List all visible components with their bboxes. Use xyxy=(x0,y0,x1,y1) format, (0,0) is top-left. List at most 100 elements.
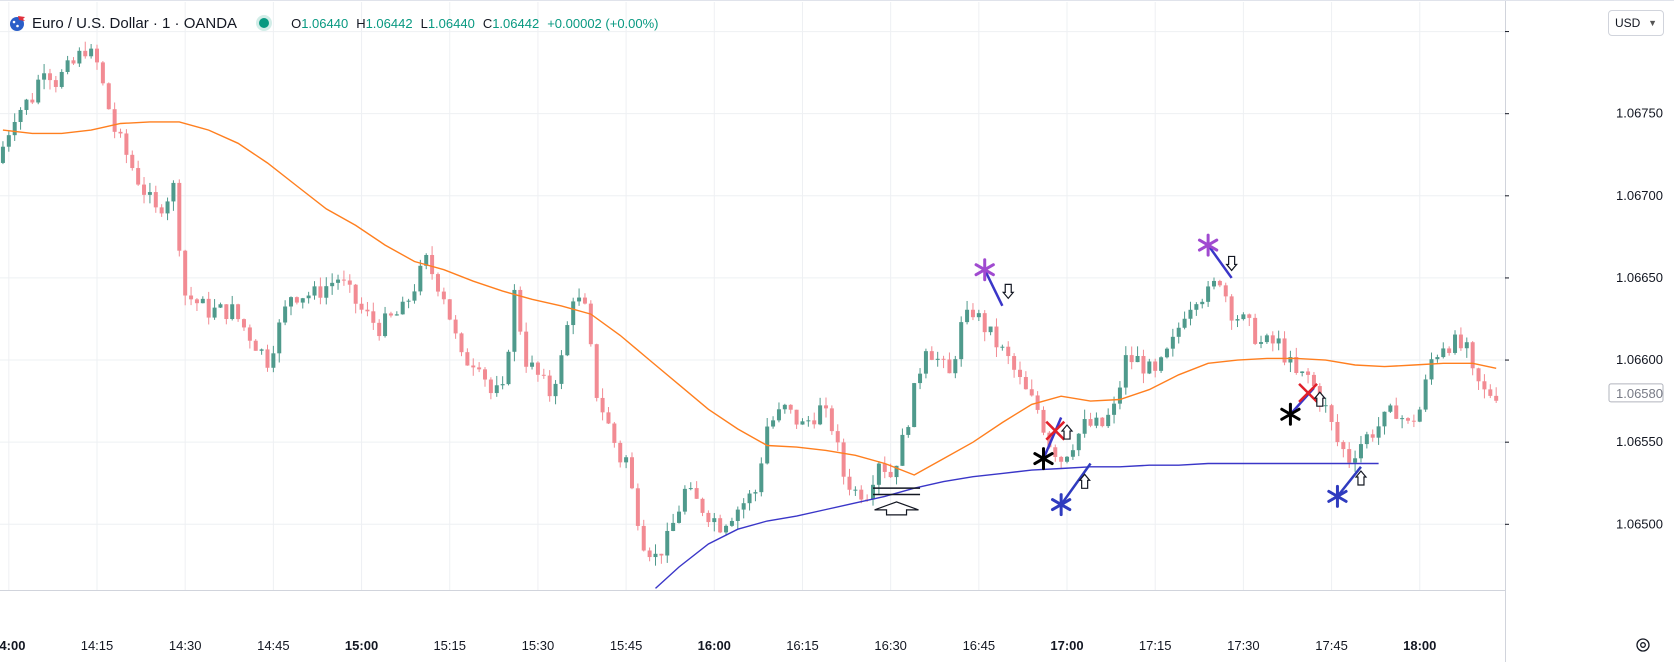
candle-body xyxy=(465,352,470,366)
candle-body xyxy=(1223,285,1228,297)
candle-body xyxy=(553,383,558,397)
candle-body xyxy=(1405,418,1410,421)
annotation-line xyxy=(1336,466,1362,498)
candle-body xyxy=(1017,369,1022,378)
candle-body xyxy=(923,351,928,374)
candle-body xyxy=(882,463,887,472)
candle-body xyxy=(659,553,664,556)
candle-body xyxy=(1382,411,1387,427)
candle-body xyxy=(259,349,264,351)
candle-body xyxy=(947,359,952,374)
candle-body xyxy=(829,408,834,432)
candle-body xyxy=(435,274,440,292)
candle-body xyxy=(277,322,282,354)
candle-body xyxy=(447,299,452,320)
symbol-title[interactable]: Euro / U.S. Dollar · 1 · OANDA xyxy=(32,14,238,32)
candle-body xyxy=(941,358,946,360)
candle-body xyxy=(876,463,881,485)
market-status-dot-icon[interactable] xyxy=(259,18,270,28)
candle-body xyxy=(89,48,94,57)
asterisk-icon xyxy=(1050,493,1072,517)
candle-body xyxy=(1294,357,1299,373)
candle-body xyxy=(982,313,987,333)
time-axis-label: 15:45 xyxy=(610,638,643,653)
candle-body xyxy=(336,279,341,283)
candle-body xyxy=(1417,409,1422,422)
candle-body xyxy=(1276,338,1281,344)
candle-body xyxy=(1447,348,1452,353)
cross-icon xyxy=(1298,383,1318,403)
candle-body xyxy=(571,301,576,326)
candle-body xyxy=(36,79,41,103)
time-axis-label: 16:30 xyxy=(874,638,907,653)
candle-body xyxy=(1076,433,1081,451)
currency-label: USD xyxy=(1615,16,1641,30)
time-axis-label: 15:00 xyxy=(345,638,378,653)
candle-body xyxy=(1100,417,1105,427)
candle-body xyxy=(483,369,488,380)
candle-body xyxy=(353,284,358,304)
candle-body xyxy=(1217,280,1222,286)
candle-body xyxy=(147,192,152,195)
candle-body xyxy=(741,503,746,510)
candle-body xyxy=(994,326,999,348)
candle-body xyxy=(153,192,158,208)
candle-body xyxy=(6,135,11,147)
annotation-line xyxy=(1060,462,1092,506)
candle-body xyxy=(1400,418,1405,420)
annotation-line xyxy=(1042,417,1063,460)
candle-body xyxy=(823,405,828,409)
current-price-label: 1.06580 xyxy=(1616,386,1663,401)
candle-body xyxy=(118,131,123,134)
candle-body xyxy=(406,300,411,302)
settings-button[interactable] xyxy=(1632,634,1654,656)
candle-body xyxy=(236,304,241,320)
candle-body xyxy=(541,374,546,376)
price-axis-label: 1.06600 xyxy=(1616,352,1663,367)
candle-body xyxy=(1047,432,1052,448)
candle-body xyxy=(776,409,781,421)
candle-body xyxy=(230,304,235,320)
candle-body xyxy=(24,99,29,110)
candle-body xyxy=(112,109,117,132)
asterisk-icon xyxy=(1197,233,1219,257)
candle-body xyxy=(1141,356,1146,374)
time-axis-label: 16:00 xyxy=(698,638,731,653)
candle-body xyxy=(1306,371,1311,375)
candle-body xyxy=(629,457,634,489)
candle-body xyxy=(530,362,535,367)
annotation-line xyxy=(1207,244,1233,279)
candle-body xyxy=(1270,335,1275,344)
candle-body xyxy=(935,358,940,360)
candle-body xyxy=(318,286,323,298)
asterisk-stroke xyxy=(1033,452,1054,466)
candle-body xyxy=(1464,342,1469,349)
gear-icon xyxy=(1636,638,1650,652)
asterisk-stroke xyxy=(1327,489,1348,503)
candle-body xyxy=(1488,389,1493,396)
candle-body xyxy=(1000,346,1005,348)
candle-body xyxy=(388,313,393,316)
candle-body xyxy=(300,298,305,303)
candle-body xyxy=(688,488,693,490)
asterisk-icon xyxy=(974,258,995,282)
candle-body xyxy=(1006,346,1011,357)
candle-body xyxy=(18,109,23,122)
candle-body xyxy=(906,427,911,435)
time-axis-label: 16:45 xyxy=(963,638,996,653)
candle-body xyxy=(1023,377,1028,390)
candle-body xyxy=(953,359,958,374)
candle-body xyxy=(1088,419,1093,426)
candle-body xyxy=(1059,456,1064,462)
candle-body xyxy=(841,442,846,477)
candle-body xyxy=(577,297,582,302)
candle-body xyxy=(424,254,429,266)
candle-body xyxy=(1070,450,1075,457)
candle-body xyxy=(1441,348,1446,358)
candle-body xyxy=(929,351,934,360)
candle-body xyxy=(1259,342,1264,344)
ohlc-low: L1.06440 xyxy=(420,15,475,31)
currency-select[interactable]: USD ▼ xyxy=(1608,10,1664,36)
candle-body xyxy=(612,423,617,443)
